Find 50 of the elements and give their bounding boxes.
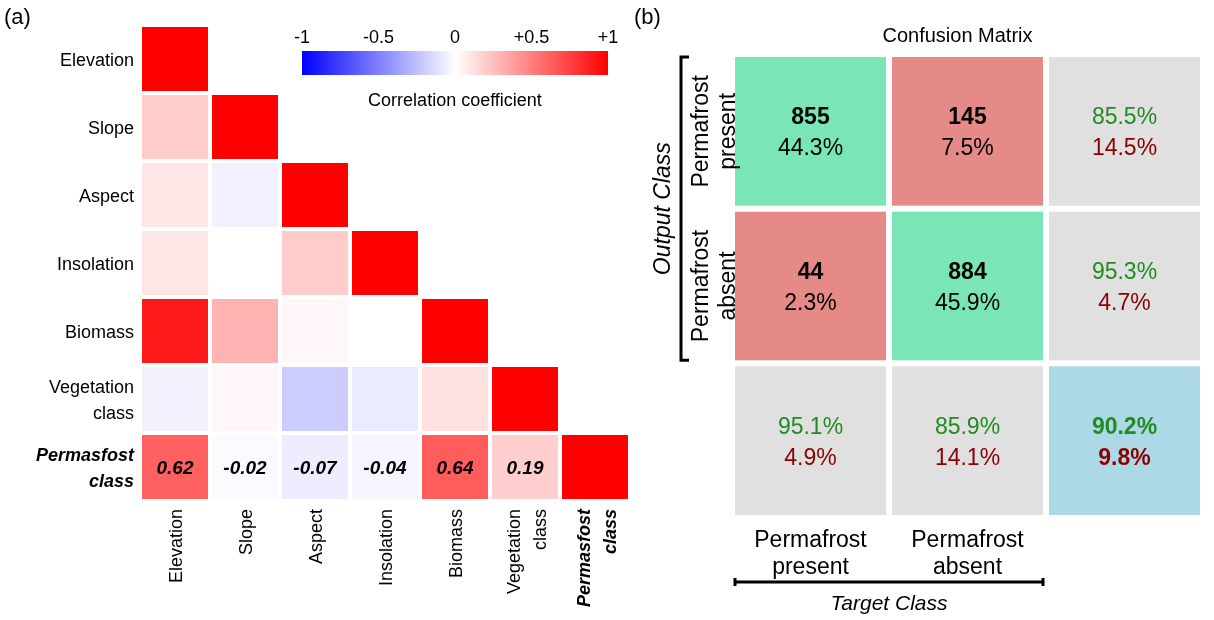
color-bar-title: Correlation coefficient [368, 90, 542, 110]
data-label: 85.9% [934, 412, 1001, 439]
data-label: -0.04 [363, 457, 408, 478]
y-tick-label: Vegetation class [48, 377, 134, 423]
data-label: 44 [797, 258, 824, 284]
text: (b) [634, 4, 661, 29]
data-label: 44.3% [777, 134, 844, 161]
y-axis-title: Output Class [649, 141, 675, 276]
chart-title: Confusion Matrix [882, 24, 1033, 46]
x-tick-label: Elevation [166, 509, 186, 584]
data-label: 14.1% [934, 443, 1001, 470]
color-bar-label: 0 [449, 27, 461, 47]
data-label: 9.8% [1098, 443, 1151, 470]
data-label: 4.9% [784, 443, 837, 470]
color-bar-label: +1 [597, 27, 619, 47]
data-label: 0.62 [156, 457, 194, 478]
data-label: 90.2% [1091, 412, 1158, 439]
data-label: 95.3% [1091, 258, 1158, 284]
x-tick-label: Biomass [446, 509, 466, 579]
color-bar-label: -1 [293, 27, 311, 47]
x-tick-label: Insolation [376, 509, 396, 587]
y-tick-label: Insolation [56, 254, 134, 274]
data-label: 4.7% [1098, 289, 1151, 315]
y-tick-label: Aspect [78, 186, 134, 206]
data-label: 884 [948, 258, 987, 284]
data-label: -0.02 [223, 457, 268, 478]
color-bar-label: +0.5 [513, 27, 550, 47]
data-label: -0.07 [293, 457, 339, 478]
x-tick-label: Permafrost absent [911, 526, 1025, 579]
data-label: 2.3% [784, 289, 837, 315]
x-tick-label: Vegetation class [504, 509, 550, 595]
data-label: 85.5% [1091, 103, 1158, 130]
x-tick-label: Slope [236, 509, 256, 556]
y-tick-label: Biomass [64, 322, 134, 342]
x-tick-label: Aspect [306, 509, 326, 565]
y-tick-label: Slope [87, 118, 134, 138]
data-label: 855 [791, 103, 830, 130]
data-label: 0.64 [436, 457, 474, 478]
data-label: 95.1% [777, 412, 844, 439]
data-label: 7.5% [941, 134, 994, 161]
y-tick-label: Permasfost class [35, 445, 135, 491]
data-label: 145 [948, 103, 987, 130]
data-label: 14.5% [1091, 134, 1158, 161]
x-tick-label: Permafrost present [754, 526, 868, 579]
color-bar-label: -0.5 [362, 27, 395, 47]
data-label: 45.9% [934, 289, 1001, 315]
text: (a) [4, 4, 31, 29]
data-label: 0.19 [506, 457, 544, 478]
x-axis-title: Target Class [830, 591, 949, 614]
y-tick-label: Elevation [59, 50, 134, 70]
